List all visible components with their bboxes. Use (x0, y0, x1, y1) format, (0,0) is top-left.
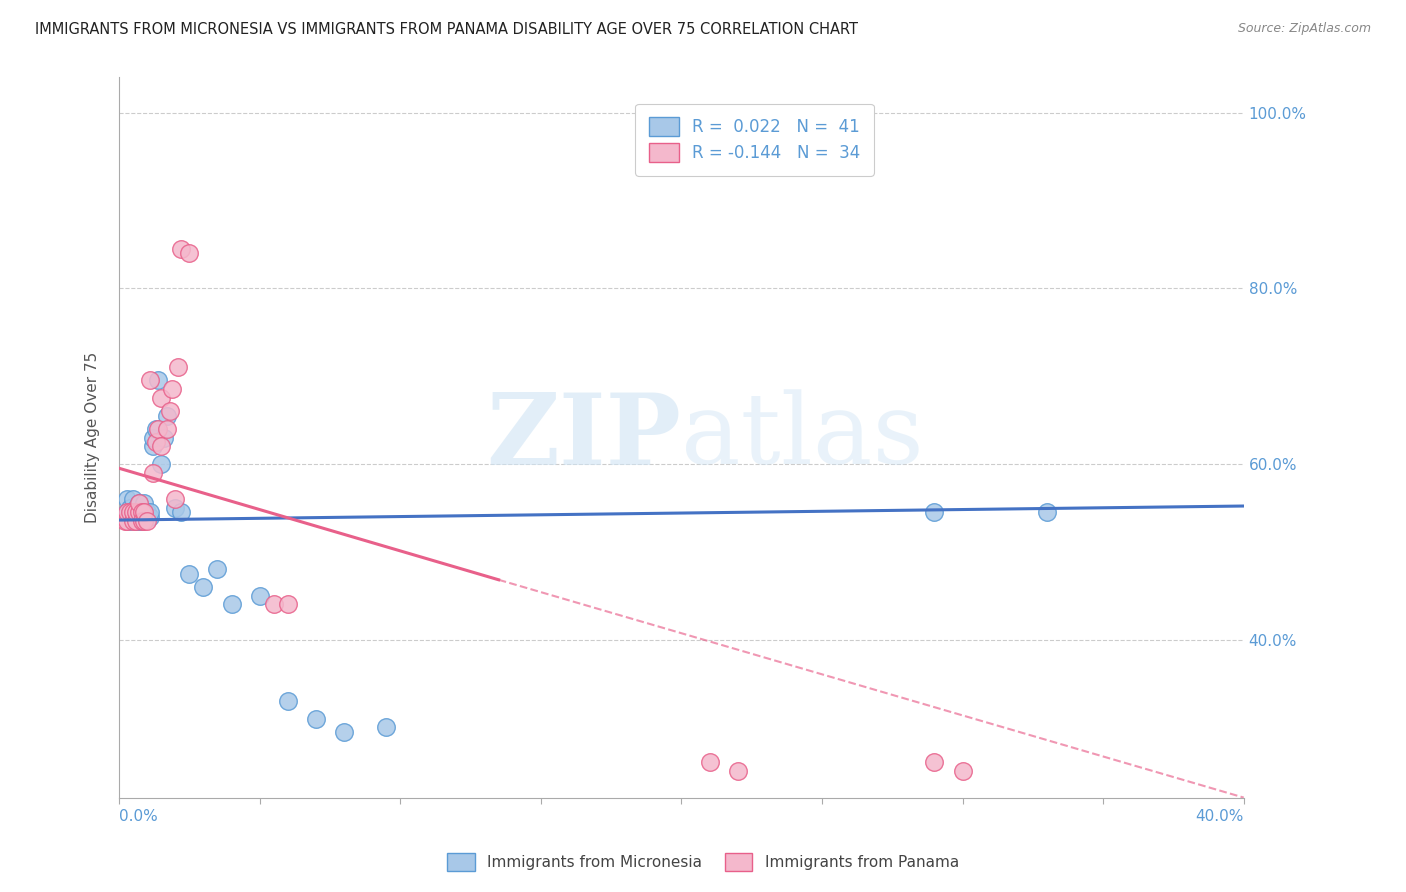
Point (128, 505, 150, 519)
Point (131, 505, 153, 519)
Point (117, 505, 139, 519)
Point (134, 514, 156, 528)
Point (170, 242, 193, 256)
Point (122, 514, 145, 528)
Text: 0.0%: 0.0% (120, 809, 157, 824)
Point (136, 505, 159, 519)
Point (128, 505, 150, 519)
Point (120, 505, 142, 519)
Point (375, 720, 398, 734)
Point (136, 509, 159, 524)
Point (120, 500, 142, 515)
Point (170, 505, 193, 519)
Point (699, 756, 721, 770)
Point (134, 496, 156, 510)
Point (134, 505, 156, 519)
Point (249, 589, 271, 603)
Point (159, 404, 181, 418)
Point (139, 373, 162, 387)
Point (142, 430, 165, 444)
Point (128, 514, 150, 528)
Point (128, 496, 150, 510)
Text: ZIP: ZIP (486, 389, 682, 486)
Text: IMMIGRANTS FROM MICRONESIA VS IMMIGRANTS FROM PANAMA DISABILITY AGE OVER 75 CORR: IMMIGRANTS FROM MICRONESIA VS IMMIGRANTS… (35, 22, 858, 37)
Point (207, 562, 229, 576)
Legend: Immigrants from Micronesia, Immigrants from Panama: Immigrants from Micronesia, Immigrants f… (441, 847, 965, 877)
Point (156, 422, 179, 436)
Point (131, 505, 153, 519)
Point (162, 382, 184, 396)
Point (117, 505, 139, 519)
Point (263, 598, 285, 612)
Point (136, 514, 159, 528)
Point (122, 505, 145, 519)
Point (114, 509, 136, 524)
Point (145, 434, 167, 449)
Point (142, 439, 165, 453)
Point (131, 514, 153, 528)
Point (139, 505, 162, 519)
Point (125, 500, 148, 515)
Point (131, 509, 153, 524)
Point (1036, 505, 1059, 519)
Point (125, 514, 148, 528)
Point (139, 509, 162, 524)
Text: 40.0%: 40.0% (1195, 809, 1244, 824)
Point (179, 566, 201, 581)
Point (150, 457, 173, 471)
Point (924, 756, 946, 770)
Point (333, 724, 356, 739)
Point (148, 422, 170, 436)
Point (165, 500, 187, 515)
Point (179, 246, 201, 260)
Point (131, 514, 153, 528)
Point (156, 409, 179, 423)
Point (277, 694, 299, 708)
Point (165, 491, 187, 506)
Point (277, 598, 299, 612)
Point (145, 422, 167, 436)
Point (193, 580, 215, 594)
Point (125, 514, 148, 528)
Point (128, 496, 150, 510)
Point (117, 491, 139, 506)
Point (134, 505, 156, 519)
Text: atlas: atlas (682, 390, 924, 485)
Point (167, 360, 190, 375)
Point (114, 514, 136, 528)
Point (125, 505, 148, 519)
Point (924, 505, 946, 519)
Point (122, 505, 145, 519)
Point (150, 439, 173, 453)
Point (153, 430, 176, 444)
Point (150, 391, 173, 405)
Y-axis label: Disability Age Over 75: Disability Age Over 75 (86, 351, 100, 523)
Point (952, 764, 974, 779)
Point (727, 764, 749, 779)
Legend: R =  0.022   N =  41, R = -0.144   N =  34: R = 0.022 N = 41, R = -0.144 N = 34 (636, 103, 873, 176)
Point (117, 514, 139, 528)
Point (120, 514, 142, 528)
Point (142, 466, 165, 480)
Text: Source: ZipAtlas.com: Source: ZipAtlas.com (1237, 22, 1371, 36)
Point (148, 373, 170, 387)
Point (122, 491, 145, 506)
Point (305, 712, 328, 726)
Point (221, 598, 243, 612)
